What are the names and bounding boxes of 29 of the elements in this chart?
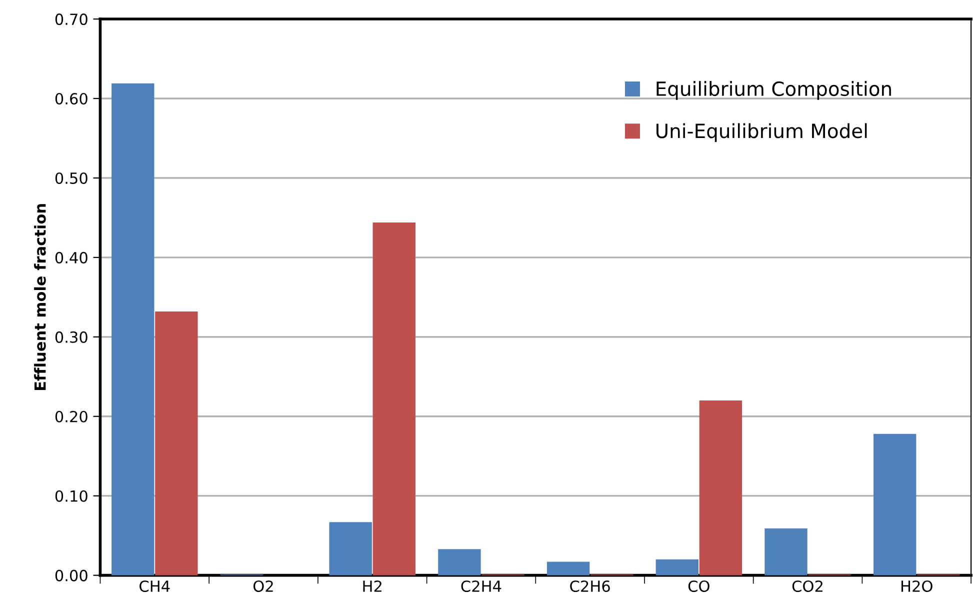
x-tick-label: CO [688,580,710,592]
y-tick-label: 0.10 [55,490,88,502]
y-axis-title: Effluent mole fraction [34,204,46,390]
x-tick-label: H2O [902,580,932,592]
y-tick-label: 0.60 [55,92,88,105]
legend-label: Uni-Equilibrium Model [656,123,867,142]
y-tick-label: 0.20 [55,410,88,422]
y-tick-label: 0.00 [55,570,88,582]
x-tick-label: H2 [363,580,382,592]
x-tick-label: C2H6 [570,580,610,592]
legend-label: Equilibrium Composition [656,81,891,100]
bar [764,528,808,576]
bar [546,562,590,576]
x-tick-label: O2 [253,580,273,592]
x-tick-label: CO2 [792,580,822,592]
bar [656,559,698,576]
y-tick-label: 0.50 [55,172,88,184]
bar [112,83,154,576]
bar [699,400,742,576]
bar [874,434,916,576]
bar [372,222,416,576]
x-tick-label: CH4 [140,580,170,592]
bar [438,549,481,576]
y-tick-label: 0.30 [55,331,88,343]
bar [155,311,198,576]
y-tick-label: 0.70 [55,14,88,26]
y-tick-label: 0.40 [55,252,88,264]
x-tick-label: C2H4 [461,580,502,592]
bar [329,522,372,576]
